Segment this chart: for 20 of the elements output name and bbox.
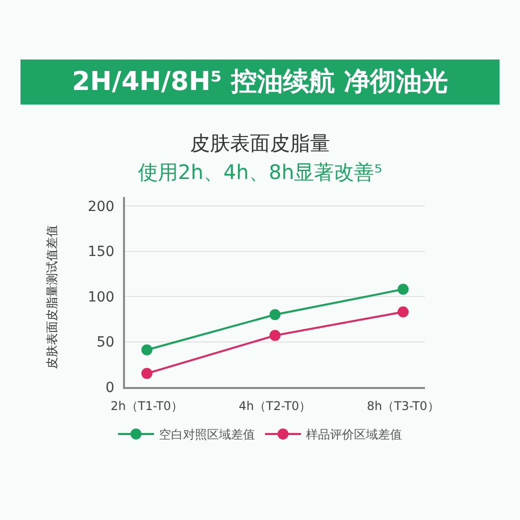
point (270, 330, 280, 341)
chart-subtitle: 皮肤表面皮脂量 (190, 131, 330, 155)
y-tick-label: 50 (96, 334, 114, 351)
y-axis-title: 皮肤表面皮脂量测试值差值 (45, 225, 59, 369)
legend-label: 空白对照区域差值 (159, 428, 255, 442)
legend-label: 样品评价区域差值 (306, 428, 402, 442)
point (398, 306, 409, 318)
point (141, 344, 152, 356)
point (398, 284, 409, 295)
chart-title: 2H/4H/8H⁵ 控油续航 净彻油光 (72, 67, 448, 97)
x-tick-label: 2h（T1-T0） (110, 399, 184, 414)
point (270, 309, 280, 320)
y-tick-label: 200 (88, 198, 114, 215)
point (141, 368, 152, 379)
y-tick-label: 0 (106, 380, 114, 396)
text: 使用2h、4h、8h显著改善⁵ (138, 160, 382, 184)
x-tick-label: 4h（T2-T0） (238, 399, 312, 414)
y-tick-label: 100 (88, 289, 114, 306)
y-tick-label: 150 (88, 244, 114, 260)
x-tick-label: 8h（T3-T0） (366, 399, 440, 414)
